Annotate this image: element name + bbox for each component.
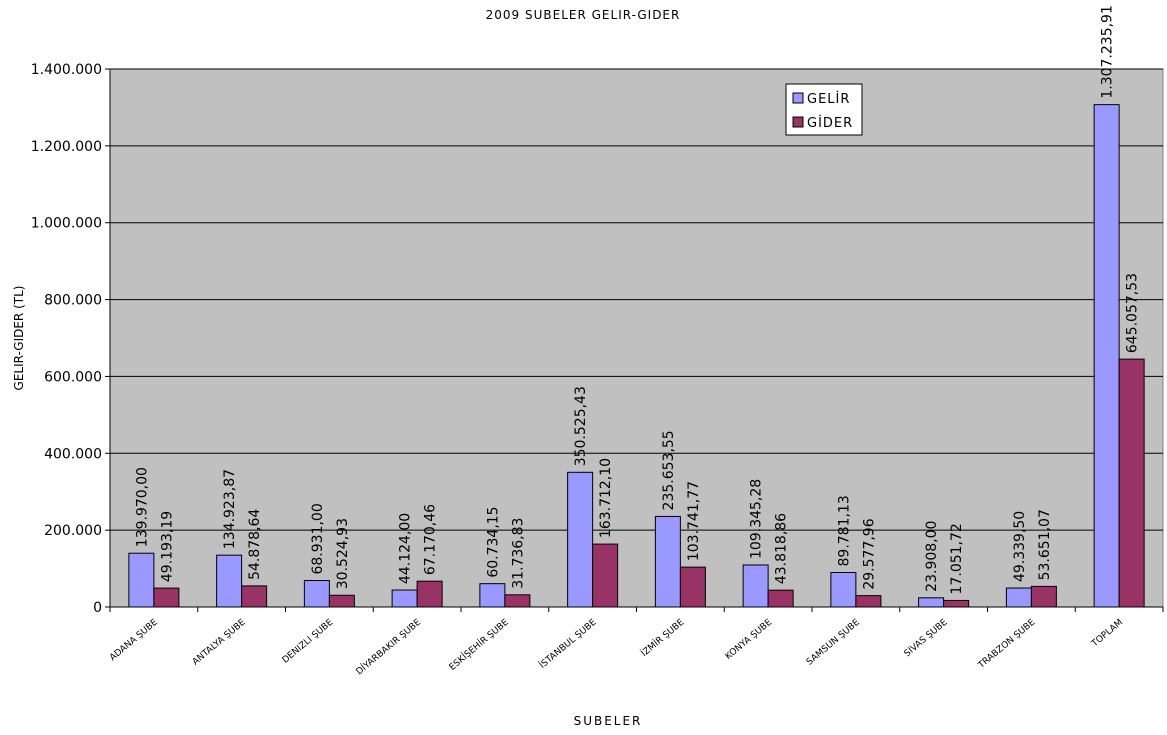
bar-gelir — [1093, 104, 1120, 608]
bar-gider — [241, 585, 268, 608]
data-label: 44.124,00 — [398, 513, 414, 584]
data-label: 1.307.235,91 — [1100, 5, 1116, 99]
bar-gider — [943, 599, 970, 608]
data-label: 54.878,64 — [247, 509, 263, 580]
bar-gelir — [303, 580, 330, 608]
y-tick-label: 400.000 — [44, 446, 102, 462]
bar-gelir — [128, 552, 155, 608]
x-tick-label: DENIZLI ŞUBE — [281, 617, 336, 665]
data-label: 49.193,19 — [159, 511, 175, 582]
data-label: 23.908,00 — [924, 521, 940, 592]
bar-gider — [592, 543, 619, 608]
bar-gelir — [567, 471, 594, 608]
bar-gelir — [742, 564, 769, 608]
bar-gider — [1118, 358, 1145, 608]
data-label: 68.931,00 — [310, 503, 326, 574]
y-tick-label: 0 — [93, 600, 102, 616]
x-tick-label: TOPLAM — [1089, 618, 1125, 650]
legend-label: GELİR — [807, 91, 850, 107]
bar-gider — [153, 587, 180, 608]
bar-gelir — [1005, 587, 1032, 608]
bar-gider — [1030, 585, 1057, 608]
bar-gider — [767, 589, 794, 608]
data-label: 109.345,28 — [749, 479, 765, 559]
bar-gelir — [391, 589, 418, 608]
bar-gelir — [830, 571, 857, 608]
x-tick-label: ADANA ŞUBE — [108, 617, 160, 663]
bar-gider — [504, 594, 531, 608]
data-label: 49.339,50 — [1012, 511, 1028, 582]
data-label: 139.970,00 — [134, 467, 150, 547]
x-tick-label: ANTALYA ŞUBE — [191, 617, 248, 667]
x-tick-label: ESKİŞEHİR ŞUBE — [447, 617, 511, 673]
bar-gider — [679, 566, 706, 608]
x-tick-label: SIVAS ŞUBE — [903, 617, 950, 659]
data-label: 29.577,96 — [861, 518, 877, 589]
x-tick-label: SAMSUN ŞUBE — [805, 617, 862, 667]
data-label: 350.525,43 — [573, 386, 589, 466]
bar-gelir — [918, 597, 945, 608]
data-label: 30.524,93 — [335, 518, 351, 589]
data-label: 89.781,13 — [836, 495, 852, 566]
y-tick-label: 1.200.000 — [31, 139, 102, 155]
x-tick-label: İZMİR ŞUBE — [639, 617, 687, 659]
y-tick-label: 800.000 — [44, 293, 102, 309]
data-label: 103.741,77 — [686, 481, 702, 561]
legend: GELİR GİDER — [785, 83, 863, 136]
plot-background — [109, 68, 1164, 608]
bar-gelir — [479, 583, 506, 608]
data-label: 163.712,10 — [598, 458, 614, 538]
y-tick-label: 1.400.000 — [31, 62, 102, 78]
data-label: 67.170,46 — [423, 504, 439, 575]
chart-title: 2009 SUBELER GELIR-GIDER — [486, 8, 681, 22]
x-tick-label: KONYA ŞUBE — [724, 617, 774, 662]
bar-gider — [416, 580, 443, 608]
x-axis-title: SUBELER — [574, 714, 643, 728]
data-label: 60.734,15 — [485, 506, 501, 577]
plot-area: 0 200.000 400.000 600.000 800.000 1.000.000 1.… — [31, 5, 1164, 678]
bar-gelir — [216, 554, 243, 608]
data-label: 31.736,83 — [510, 518, 526, 589]
bar-gider — [328, 594, 355, 608]
legend-label: GİDER — [807, 115, 853, 131]
y-axis-title: GELIR-GIDER (TL) — [12, 286, 26, 391]
data-label: 17.051,72 — [949, 523, 965, 594]
data-label: 43.818,86 — [774, 513, 790, 584]
x-tick-label: DİYARBAKIR ŞUBE — [354, 617, 423, 678]
x-tick-label: TRABZON ŞUBE — [976, 617, 1038, 671]
y-tick-label: 600.000 — [44, 369, 102, 385]
x-tick-label: İSTANBUL ŞUBE — [537, 617, 599, 671]
data-label: 645.057,53 — [1125, 273, 1141, 353]
legend-swatch — [792, 116, 804, 128]
y-tick-label: 1.000.000 — [31, 216, 102, 232]
y-tick-label: 200.000 — [44, 523, 102, 539]
data-label: 53.651,07 — [1037, 509, 1053, 580]
legend-swatch — [792, 92, 804, 104]
bar-gelir — [654, 515, 681, 608]
bar-gider — [855, 595, 882, 608]
data-label: 235.653,55 — [661, 430, 677, 510]
data-label: 134.923,87 — [222, 469, 238, 549]
